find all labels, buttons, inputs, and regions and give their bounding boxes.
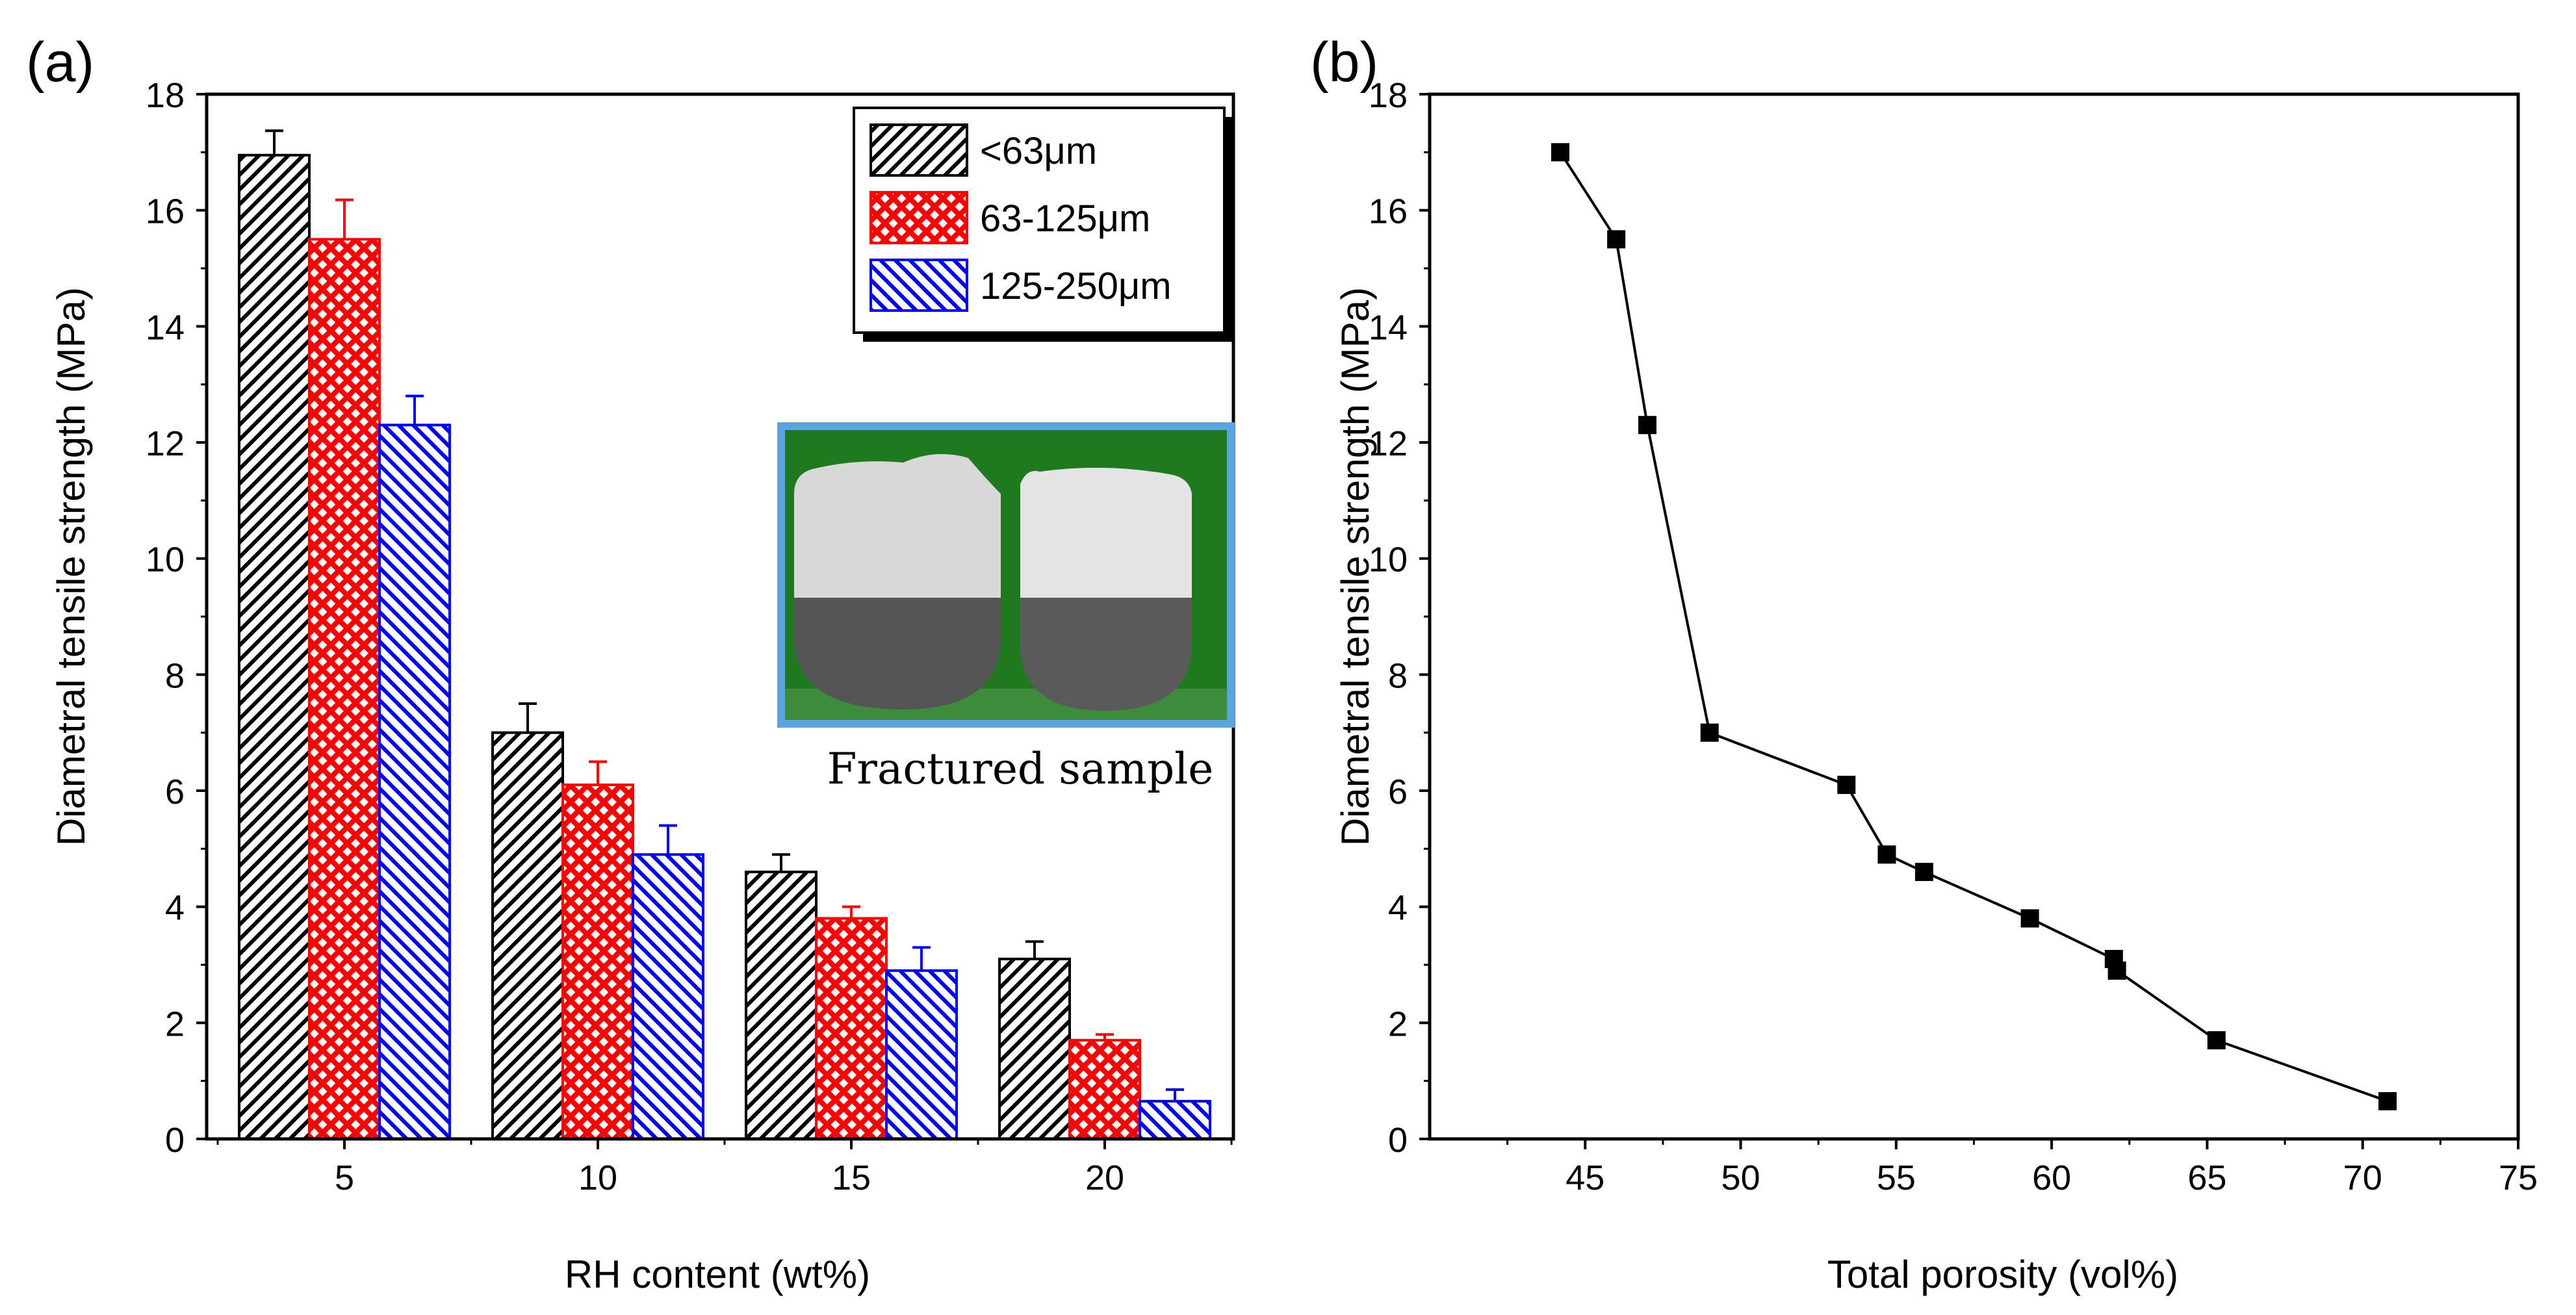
panel-b-x-tick-label: 70 xyxy=(2343,1158,2382,1197)
panel-b-y-tick-label: 0 xyxy=(1388,1121,1408,1160)
data-point-3 xyxy=(1638,416,1656,435)
bar-5-2 xyxy=(308,238,381,1140)
bar-15-2 xyxy=(815,917,888,1140)
legend-swatch-1 xyxy=(869,123,968,177)
panel-a-legend: <63μm 63-125μm 125-250μm xyxy=(853,107,1233,342)
data-point-8 xyxy=(2020,909,2039,928)
panel-a-x-tick-label: 10 xyxy=(578,1158,617,1197)
panel-a-error-bars xyxy=(265,129,1184,1101)
data-point-2 xyxy=(1607,230,1626,249)
fractured-sample-inset xyxy=(777,422,1235,728)
data-point-5 xyxy=(1837,776,1856,795)
panel-b-y-ticks: 0 2 4 6 8 10 12 14 16 18 xyxy=(1369,76,1430,1160)
inset-caption: Fractured sample xyxy=(827,744,1214,794)
panel-b-x-tick-label: 75 xyxy=(2499,1158,2538,1197)
data-point-11 xyxy=(2207,1031,2226,1050)
data-point-12 xyxy=(2378,1092,2397,1110)
panel-a-y-tick-label: 12 xyxy=(146,424,185,463)
bar-20-1 xyxy=(998,958,1071,1140)
legend-swatch-2 xyxy=(869,191,968,244)
panel-b-markers xyxy=(1551,143,2397,1110)
data-point-6 xyxy=(1877,845,1896,864)
panel-a-label: (a) xyxy=(26,31,94,94)
bar-10-3 xyxy=(632,853,704,1141)
panel-b-y-tick-label: 2 xyxy=(1388,1004,1408,1043)
panel-a-ylabel: Diametral tensile strength (MPa) xyxy=(49,287,93,846)
panel-b-series-line xyxy=(1559,151,2388,1103)
panel-b-y-tick-label: 12 xyxy=(1369,424,1408,463)
data-point-4 xyxy=(1700,723,1719,742)
panel-b-y-tick-label: 16 xyxy=(1369,192,1408,231)
panel-a: (a) Diametral tensile strength (MPa) RH … xyxy=(26,31,1235,1296)
panel-b-y-tick-label: 18 xyxy=(1369,76,1408,115)
panel-b-y-tick-label: 6 xyxy=(1388,772,1408,811)
legend-label-2: 63-125μm xyxy=(980,198,1150,240)
panel-a-xlabel: RH content (wt%) xyxy=(565,1253,870,1296)
panel-b-y-tick-label: 8 xyxy=(1388,656,1408,695)
panel-a-y-tick-label: 10 xyxy=(146,541,185,580)
panel-b-label: (b) xyxy=(1310,31,1378,94)
panel-b-x-tick-label: 60 xyxy=(2032,1158,2071,1197)
bar-5-1 xyxy=(238,153,311,1140)
bar-20-2 xyxy=(1068,1039,1141,1140)
panel-a-bars xyxy=(238,153,1211,1141)
bar-20-3 xyxy=(1139,1099,1211,1141)
bar-10-1 xyxy=(491,731,564,1140)
panel-b-y-tick-label: 4 xyxy=(1388,889,1408,928)
panel-a-y-tick-label: 2 xyxy=(165,1004,185,1043)
bar-5-3 xyxy=(378,424,451,1141)
data-point-1 xyxy=(1551,143,1569,162)
bar-10-2 xyxy=(561,784,634,1140)
panel-b-plot-frame xyxy=(1428,92,2520,1141)
panel-b: (b) Diametral tensile strength (MPa) Tot… xyxy=(1310,31,2538,1296)
panel-a-y-tick-label: 18 xyxy=(146,76,185,115)
panel-a-y-tick-label: 8 xyxy=(165,656,185,695)
fractured-sample-right-half xyxy=(1020,467,1192,711)
panel-a-x-tick-label: 20 xyxy=(1085,1158,1124,1197)
panel-a-y-tick-label: 16 xyxy=(146,192,185,231)
panel-b-ylabel: Diametral tensile strength (MPa) xyxy=(1333,287,1377,846)
panel-b-y-tick-label: 14 xyxy=(1369,308,1408,347)
panel-b-x-ticks: 45 50 55 60 65 70 75 xyxy=(1506,1139,2538,1197)
panel-a-y-tick-label: 6 xyxy=(165,772,185,811)
panel-a-y-ticks: 0 2 4 6 8 10 12 14 16 18 xyxy=(146,76,207,1160)
panel-b-x-tick-label: 65 xyxy=(2187,1158,2226,1197)
bar-15-3 xyxy=(885,969,958,1141)
panel-b-y-tick-label: 10 xyxy=(1369,541,1408,580)
panel-b-x-tick-label: 45 xyxy=(1565,1158,1604,1197)
panel-b-xlabel: Total porosity (vol%) xyxy=(1827,1253,2178,1296)
panel-a-y-tick-label: 4 xyxy=(165,889,185,928)
panel-a-y-tick-label: 0 xyxy=(165,1121,185,1160)
legend-label-1: <63μm xyxy=(980,130,1097,172)
fractured-sample-left-half xyxy=(794,453,1001,709)
panel-a-x-tick-label: 5 xyxy=(335,1158,354,1197)
data-point-10 xyxy=(2107,961,2126,980)
legend-label-3: 125-250μm xyxy=(980,265,1172,307)
panel-b-x-tick-label: 55 xyxy=(1877,1158,1916,1197)
data-point-7 xyxy=(1914,863,1933,882)
panel-a-x-ticks: 5 10 15 20 xyxy=(216,1139,1233,1197)
legend-swatch-3 xyxy=(869,259,968,312)
panel-b-x-tick-label: 50 xyxy=(1721,1158,1760,1197)
panel-a-x-tick-label: 15 xyxy=(832,1158,871,1197)
panel-a-y-tick-label: 14 xyxy=(146,308,185,347)
bar-15-1 xyxy=(745,871,818,1140)
